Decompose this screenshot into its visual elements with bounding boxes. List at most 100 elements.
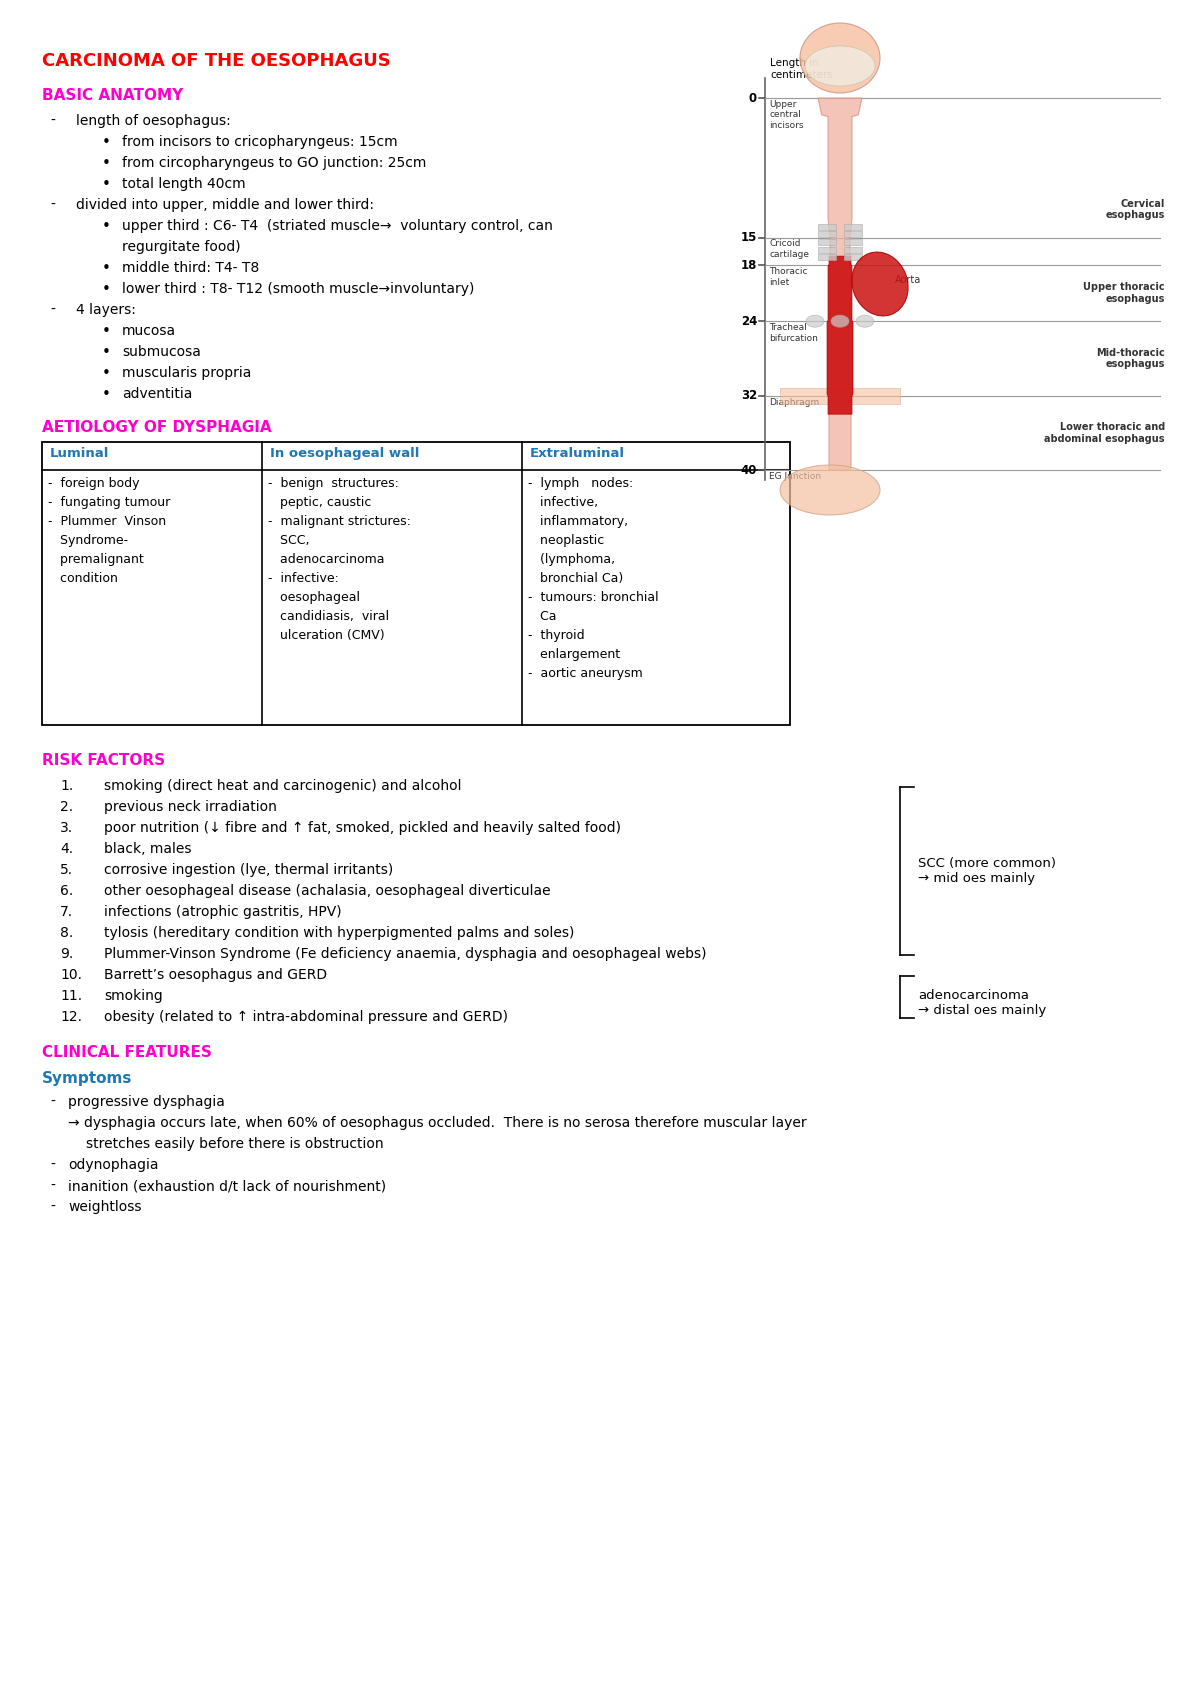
Text: •: •	[102, 344, 110, 360]
Text: mucosa: mucosa	[122, 324, 176, 338]
Text: 1.: 1.	[60, 779, 73, 792]
Text: candidiasis,  viral: candidiasis, viral	[268, 609, 389, 623]
Text: adenocarcinoma
→ distal oes mainly: adenocarcinoma → distal oes mainly	[918, 989, 1046, 1017]
Text: -: -	[50, 114, 55, 127]
Polygon shape	[818, 98, 862, 470]
Text: -  malignant strictures:: - malignant strictures:	[268, 514, 410, 528]
Text: obesity (related to ↑ intra-abdominal pressure and GERD): obesity (related to ↑ intra-abdominal pr…	[104, 1010, 508, 1023]
Bar	[844, 239, 862, 246]
Text: previous neck irradiation: previous neck irradiation	[104, 799, 277, 815]
Ellipse shape	[780, 465, 880, 514]
Text: total length 40cm: total length 40cm	[122, 176, 246, 192]
Text: Tracheal
bifurcation: Tracheal bifurcation	[769, 322, 818, 343]
Text: condition: condition	[48, 572, 118, 585]
Text: ulceration (CMV): ulceration (CMV)	[268, 630, 385, 641]
Text: -  lymph   nodes:: - lymph nodes:	[528, 477, 634, 490]
Text: upper third : C6- T4  (striated muscle→  voluntary control, can: upper third : C6- T4 (striated muscle→ v…	[122, 219, 553, 232]
Text: -  benign  structures:: - benign structures:	[268, 477, 398, 490]
Text: 6.: 6.	[60, 884, 73, 898]
Text: Aorta: Aorta	[895, 275, 922, 285]
Text: Symptoms: Symptoms	[42, 1071, 132, 1086]
Text: 4 layers:: 4 layers:	[76, 304, 136, 317]
Bar	[818, 231, 836, 238]
Text: •: •	[102, 261, 110, 277]
Text: premalignant: premalignant	[48, 553, 144, 567]
Bar	[780, 387, 900, 404]
Text: Cervical
esophagus: Cervical esophagus	[1105, 199, 1165, 221]
Text: 2.: 2.	[60, 799, 73, 815]
Text: odynophagia: odynophagia	[68, 1157, 158, 1173]
Text: adventitia: adventitia	[122, 387, 192, 400]
Text: Upper
central
incisors: Upper central incisors	[769, 100, 804, 129]
Text: •: •	[102, 324, 110, 339]
Text: enlargement: enlargement	[528, 648, 620, 662]
Text: Length in
centimeters: Length in centimeters	[770, 58, 833, 80]
Ellipse shape	[852, 253, 908, 316]
Text: Syndrome-: Syndrome-	[48, 535, 128, 546]
Text: -: -	[50, 1200, 55, 1213]
Text: SCC,: SCC,	[268, 535, 310, 546]
Text: smoking (direct heat and carcinogenic) and alcohol: smoking (direct heat and carcinogenic) a…	[104, 779, 462, 792]
Text: 15: 15	[740, 231, 757, 244]
Text: infections (atrophic gastritis, HPV): infections (atrophic gastritis, HPV)	[104, 905, 342, 920]
Text: •: •	[102, 156, 110, 171]
Text: 7.: 7.	[60, 905, 73, 920]
Text: middle third: T4- T8: middle third: T4- T8	[122, 261, 259, 275]
Text: •: •	[102, 136, 110, 149]
Text: length of oesophagus:: length of oesophagus:	[76, 114, 230, 127]
Text: Extraluminal: Extraluminal	[530, 446, 625, 460]
Text: progressive dysphagia: progressive dysphagia	[68, 1095, 224, 1110]
Text: •: •	[102, 282, 110, 297]
Bar	[818, 246, 836, 253]
Text: 4.: 4.	[60, 842, 73, 855]
Text: •: •	[102, 367, 110, 382]
Text: -  aortic aneurysm: - aortic aneurysm	[528, 667, 643, 680]
Text: stretches easily before there is obstruction: stretches easily before there is obstruc…	[86, 1137, 384, 1151]
Text: -  foreign body: - foreign body	[48, 477, 139, 490]
Text: from circopharyngeus to GO junction: 25cm: from circopharyngeus to GO junction: 25c…	[122, 156, 426, 170]
Text: weightloss: weightloss	[68, 1200, 142, 1213]
Text: regurgitate food): regurgitate food)	[122, 239, 241, 255]
Text: submucosa: submucosa	[122, 344, 200, 360]
Text: inflammatory,: inflammatory,	[528, 514, 628, 528]
Text: -  thyroid: - thyroid	[528, 630, 584, 641]
Bar	[818, 255, 836, 260]
Text: 18: 18	[740, 260, 757, 272]
Text: Cricoid
cartilage: Cricoid cartilage	[769, 239, 809, 260]
Text: oesophageal: oesophageal	[268, 591, 360, 604]
Text: neoplastic: neoplastic	[528, 535, 605, 546]
Text: muscularis propria: muscularis propria	[122, 367, 251, 380]
Text: 40: 40	[740, 463, 757, 477]
Text: black, males: black, males	[104, 842, 192, 855]
Text: from incisors to cricopharyngeus: 15cm: from incisors to cricopharyngeus: 15cm	[122, 136, 397, 149]
Text: divided into upper, middle and lower third:: divided into upper, middle and lower thi…	[76, 199, 374, 212]
Text: •: •	[102, 387, 110, 402]
Text: 3.: 3.	[60, 821, 73, 835]
Text: CLINICAL FEATURES: CLINICAL FEATURES	[42, 1045, 212, 1061]
Text: poor nutrition (↓ fibre and ↑ fat, smoked, pickled and heavily salted food): poor nutrition (↓ fibre and ↑ fat, smoke…	[104, 821, 622, 835]
Text: Thoracic
inlet: Thoracic inlet	[769, 268, 808, 287]
Text: Barrett’s oesophagus and GERD: Barrett’s oesophagus and GERD	[104, 967, 328, 983]
Text: Upper thoracic
esophagus: Upper thoracic esophagus	[1084, 282, 1165, 304]
Text: -  tumours: bronchial: - tumours: bronchial	[528, 591, 659, 604]
Text: AETIOLOGY OF DYSPHAGIA: AETIOLOGY OF DYSPHAGIA	[42, 419, 271, 434]
Text: corrosive ingestion (lye, thermal irritants): corrosive ingestion (lye, thermal irrita…	[104, 864, 394, 877]
Bar	[818, 224, 836, 229]
Text: Diaphragm: Diaphragm	[769, 397, 820, 407]
Text: 12.: 12.	[60, 1010, 82, 1023]
Text: -: -	[50, 1179, 55, 1193]
Text: •: •	[102, 176, 110, 192]
Text: 32: 32	[740, 389, 757, 402]
Text: → dysphagia occurs late, when 60% of oesophagus occluded.  There is no serosa th: → dysphagia occurs late, when 60% of oes…	[68, 1117, 806, 1130]
Ellipse shape	[856, 316, 874, 328]
Text: 8.: 8.	[60, 927, 73, 940]
Bar	[844, 255, 862, 260]
Text: Ca: Ca	[528, 609, 557, 623]
Text: inanition (exhaustion d/t lack of nourishment): inanition (exhaustion d/t lack of nouris…	[68, 1179, 386, 1193]
Text: -: -	[50, 1157, 55, 1173]
Text: Luminal: Luminal	[50, 446, 109, 460]
Bar	[844, 231, 862, 238]
Ellipse shape	[830, 316, 850, 328]
Text: smoking: smoking	[104, 989, 163, 1003]
Text: RISK FACTORS: RISK FACTORS	[42, 753, 166, 769]
